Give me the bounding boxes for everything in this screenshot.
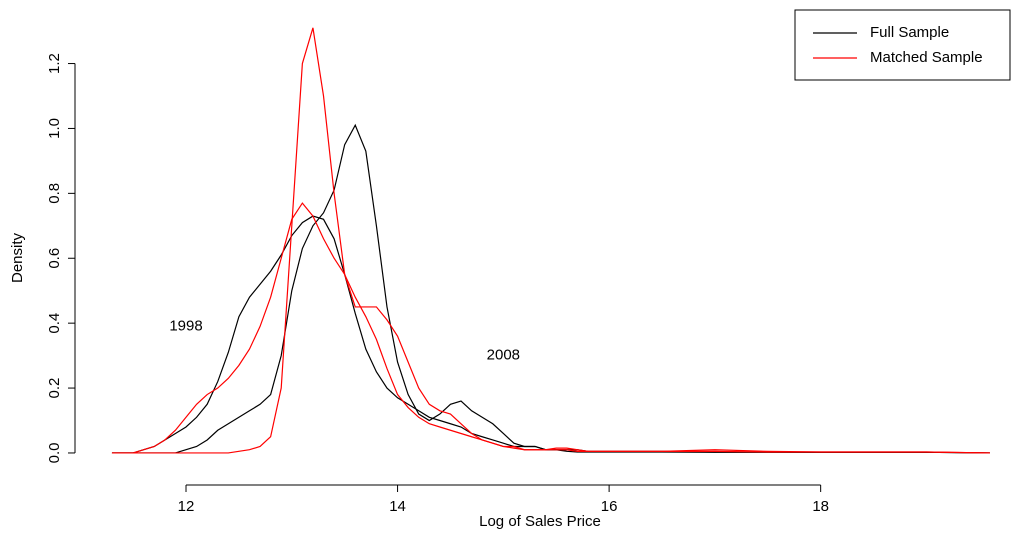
y-tick-label: 1.2 xyxy=(46,53,63,74)
x-axis-title: Log of Sales Price xyxy=(479,513,601,530)
y-tick-label: 0.2 xyxy=(46,378,63,399)
density-line xyxy=(111,27,990,454)
density-line xyxy=(111,123,990,454)
x-tick-label: 12 xyxy=(178,498,195,515)
legend-box xyxy=(794,9,1011,81)
y-tick-label: 0.0 xyxy=(46,443,63,464)
y-tick-label: 1.0 xyxy=(46,118,63,139)
legend-label: Matched Sample xyxy=(870,49,983,66)
y-axis-title: Density xyxy=(9,232,26,283)
legend-label: Full Sample xyxy=(870,24,949,41)
annotation: 2008 xyxy=(487,347,520,364)
density-line xyxy=(111,202,990,454)
y-tick-label: 0.8 xyxy=(46,183,63,204)
density-line xyxy=(111,215,990,454)
y-tick-label: 0.6 xyxy=(46,248,63,269)
x-tick-label: 14 xyxy=(389,498,406,515)
y-tick-label: 0.4 xyxy=(46,313,63,334)
annotation: 1998 xyxy=(169,317,202,334)
x-tick-label: 18 xyxy=(812,498,829,515)
x-tick-label: 16 xyxy=(601,498,618,515)
